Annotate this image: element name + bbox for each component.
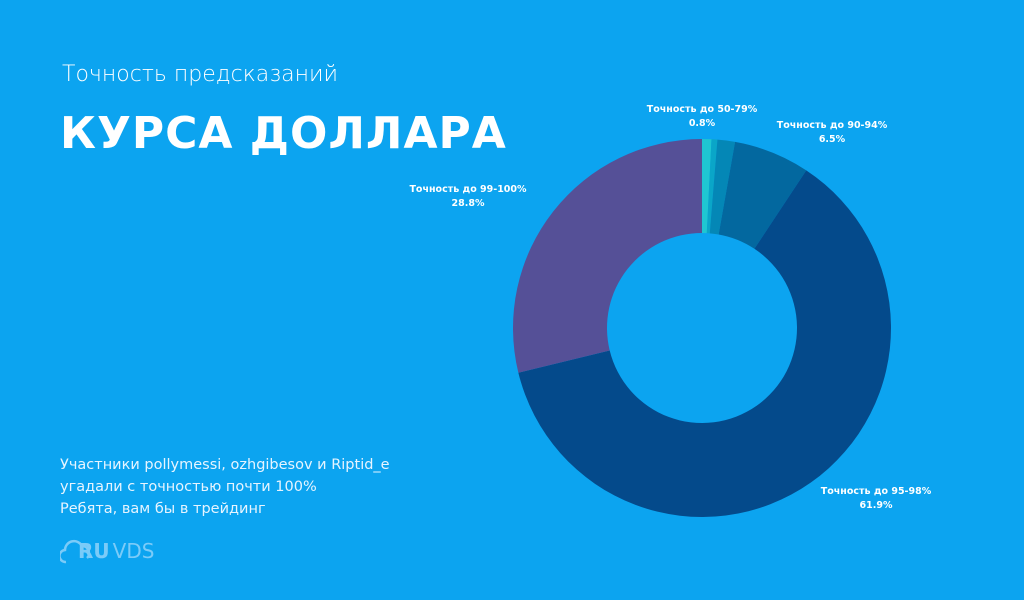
subtitle: Точность предсказаний — [62, 62, 339, 87]
slice-value-label: 61.9% — [860, 500, 893, 511]
logo-ru: RU — [78, 539, 110, 563]
slice-label: Точность до 50-79% — [647, 104, 758, 115]
donut-slice — [706, 139, 718, 234]
donut-slice — [718, 141, 807, 249]
logo-vds: VDS — [112, 539, 155, 563]
donut-slice — [709, 139, 736, 235]
slice-value-label: 6.5% — [819, 134, 846, 145]
ruvds-logo: RU VDS — [60, 538, 154, 564]
slice-value-label: 0.8% — [689, 118, 716, 129]
slice-label: Точность до 95-98% — [821, 486, 932, 497]
slice-label: Точность до 90-94% — [777, 120, 888, 131]
donut-slice — [702, 139, 712, 234]
donut-slice — [518, 170, 891, 518]
note-line: Ребята, вам бы в трейдинг — [60, 501, 266, 517]
slice-label: Точность до 99-100% — [409, 184, 527, 195]
page-title: КУРСА ДОЛЛАРА — [60, 108, 507, 159]
note: Участники pollymessi, ozhgibesov и Ripti… — [60, 454, 390, 520]
slice-value-label: 28.8% — [452, 198, 485, 209]
donut-slice — [513, 139, 702, 373]
note-line: Участники pollymessi, ozhgibesov и Ripti… — [60, 457, 390, 473]
cloud-icon — [60, 539, 90, 564]
note-line: угадали с точностью почти 100% — [60, 479, 317, 495]
